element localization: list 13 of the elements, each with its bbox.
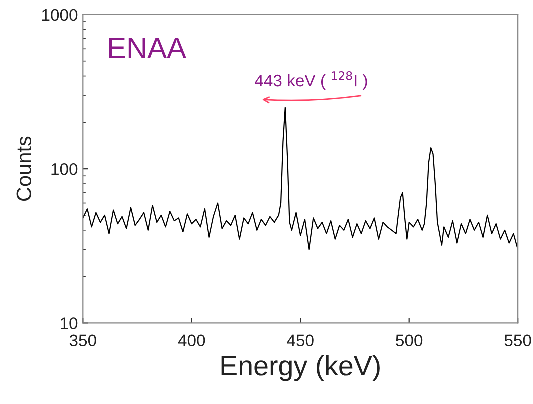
annotation: 443 keV ( $^{128}$I ): [255, 72, 368, 90]
x-tick-label: 500: [396, 334, 423, 347]
x-tick-label: 350: [70, 334, 96, 347]
x-tick-label: 450: [287, 334, 314, 347]
y-tick-label: 10: [61, 318, 78, 330]
y-tick-label: 1000: [42, 9, 78, 22]
x-tick-label: 400: [178, 334, 206, 347]
x-tick-label: 550: [504, 334, 532, 347]
annotation: ENAA: [109, 38, 186, 58]
y-tick-label: 100: [52, 163, 78, 176]
x-axis-title: Energy (keV): [222, 355, 380, 382]
y-axis-title: Counts: [16, 136, 32, 202]
line-series: [83, 107, 518, 250]
